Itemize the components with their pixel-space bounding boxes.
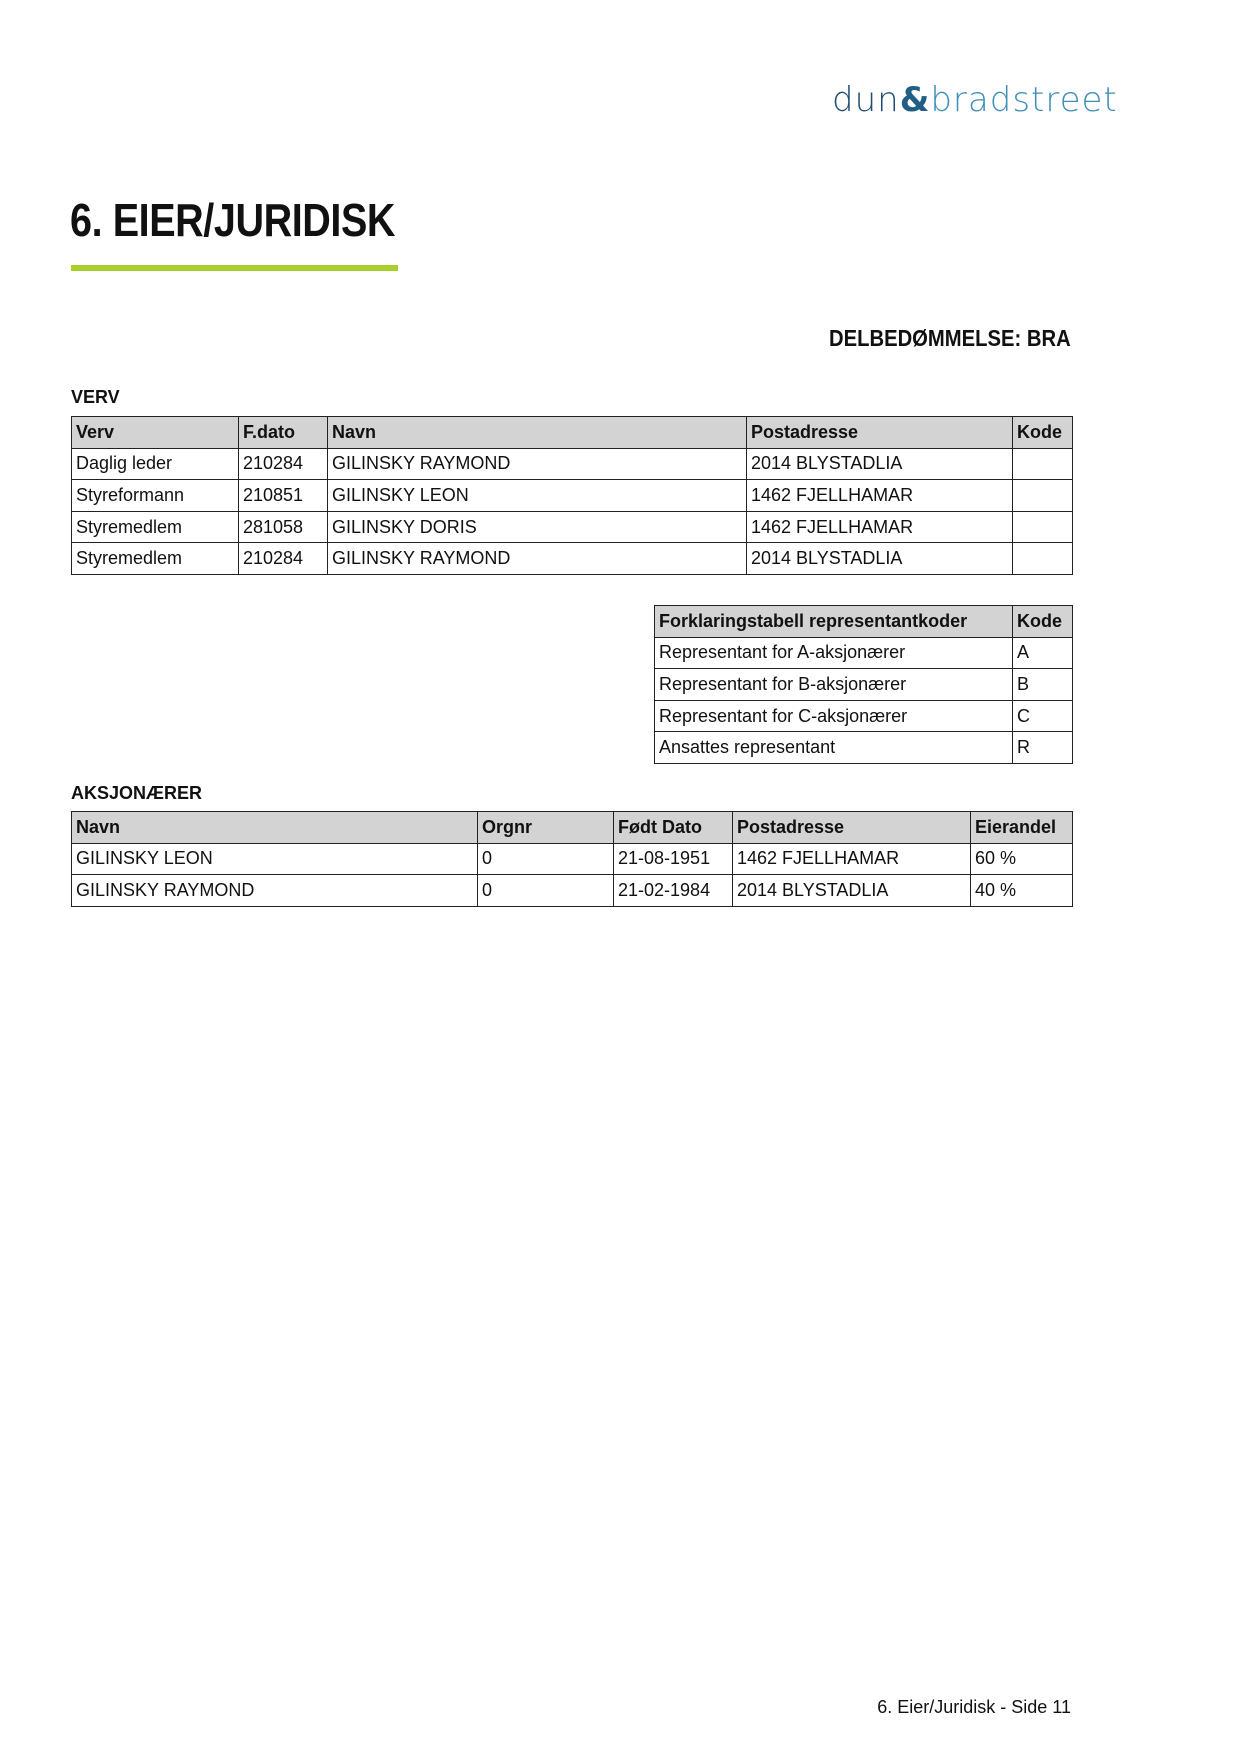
table-cell: 1462 FJELLHAMAR <box>746 479 1013 512</box>
col-header: Navn <box>71 811 478 844</box>
col-header: Postadresse <box>732 811 971 844</box>
table-row: Representant for A-aksjonærer A <box>654 636 1073 670</box>
table-cell: 281058 <box>238 510 328 544</box>
logo-ampersand: & <box>899 80 931 120</box>
col-header: Orgnr <box>477 811 614 844</box>
table-cell: Ansattes representant <box>654 731 1013 764</box>
table-cell <box>1012 447 1073 481</box>
table-cell <box>1012 479 1073 512</box>
table-row: Representant for B-aksjonærer B <box>654 668 1073 701</box>
col-header: Forklaringstabell representantkoder <box>654 605 1013 638</box>
table-cell: 0 <box>477 874 614 907</box>
table-row: Styremedlem 281058 GILINSKY DORIS 1462 FJEL… <box>71 510 1073 544</box>
table-cell: C <box>1012 699 1073 733</box>
col-header: Født Dato <box>613 811 733 844</box>
table-cell: GILINSKY DORIS <box>327 510 747 544</box>
table-cell: Representant for C-aksjonærer <box>654 699 1013 733</box>
verv-table: Verv F.dato Navn Postadresse Kode Daglig… <box>71 416 1073 575</box>
table-cell: 21-08-1951 <box>613 842 733 876</box>
dun-bradstreet-logo: dun&bradstreet <box>832 80 1118 120</box>
table-cell: 60 % <box>970 842 1073 876</box>
table-cell: GILINSKY LEON <box>327 479 747 512</box>
col-header: F.dato <box>238 416 328 449</box>
logo-text-bradstreet: bradstreet <box>930 80 1118 120</box>
table-cell: Styremedlem <box>71 542 239 575</box>
table-header-row: Navn Orgnr Født Dato Postadresse Eierand… <box>71 811 1073 844</box>
col-header: Postadresse <box>746 416 1013 449</box>
shareholders-section-label: AKSJONÆRER <box>71 783 203 803</box>
table-cell: 210851 <box>238 479 328 512</box>
table-cell: 210284 <box>238 447 328 481</box>
table-cell: 1462 FJELLHAMAR <box>732 842 971 876</box>
rating-label: DELBEDØMMELSE: BRA <box>829 325 1071 351</box>
table-cell: Styreformann <box>71 479 239 512</box>
page-title: 6. EIER/JURIDISK <box>70 194 396 246</box>
table-row: Styremedlem 210284 GILINSKY RAYMOND 2014 BL… <box>71 542 1073 575</box>
table-cell: Representant for A-aksjonærer <box>654 636 1013 670</box>
table-cell: 210284 <box>238 542 328 575</box>
table-cell <box>1012 510 1073 544</box>
table-row: Representant for C-aksjonærer C <box>654 699 1073 733</box>
table-cell: 0 <box>477 842 614 876</box>
logo-text-dun: dun <box>832 80 900 120</box>
table-cell: 21-02-1984 <box>613 874 733 907</box>
table-cell: 2014 BLYSTADLIA <box>746 542 1013 575</box>
table-cell: GILINSKY RAYMOND <box>71 874 478 907</box>
col-header: Navn <box>327 416 747 449</box>
table-cell: Representant for B-aksjonærer <box>654 668 1013 701</box>
table-cell: A <box>1012 636 1073 670</box>
table-row: GILINSKY LEON 0 21-08-1951 1462 FJELLHAMAR 6… <box>71 842 1073 876</box>
table-cell: B <box>1012 668 1073 701</box>
code-explanation-table: Forklaringstabell representantkoder Kode… <box>654 605 1073 764</box>
table-cell: Styremedlem <box>71 510 239 544</box>
table-cell: GILINSKY LEON <box>71 842 478 876</box>
table-cell: 2014 BLYSTADLIA <box>732 874 971 907</box>
table-cell: GILINSKY RAYMOND <box>327 447 747 481</box>
col-header: Kode <box>1012 605 1073 638</box>
table-cell: R <box>1012 731 1073 764</box>
table-cell: 2014 BLYSTADLIA <box>746 447 1013 481</box>
col-header: Kode <box>1012 416 1073 449</box>
table-row: Ansattes representant R <box>654 731 1073 764</box>
col-header: Eierandel <box>970 811 1073 844</box>
verv-section-label: VERV <box>71 387 120 407</box>
table-cell <box>1012 542 1073 575</box>
table-row: GILINSKY RAYMOND 0 21-02-1984 2014 BLYSTADL… <box>71 874 1073 907</box>
table-cell: 40 % <box>970 874 1073 907</box>
table-cell: GILINSKY RAYMOND <box>327 542 747 575</box>
page-footer: 6. Eier/Juridisk - Side 11 <box>877 1697 1071 1717</box>
col-header: Verv <box>71 416 239 449</box>
table-row: Daglig leder 210284 GILINSKY RAYMOND 2014 B… <box>71 447 1073 481</box>
table-cell: 1462 FJELLHAMAR <box>746 510 1013 544</box>
title-underline <box>71 265 398 271</box>
table-cell: Daglig leder <box>71 447 239 481</box>
table-row: Styreformann 210851 GILINSKY LEON 1462 FJEL… <box>71 479 1073 512</box>
table-header-row: Forklaringstabell representantkoder Kode <box>654 605 1073 638</box>
shareholders-table: Navn Orgnr Født Dato Postadresse Eierand… <box>71 811 1073 907</box>
table-header-row: Verv F.dato Navn Postadresse Kode <box>71 416 1073 449</box>
